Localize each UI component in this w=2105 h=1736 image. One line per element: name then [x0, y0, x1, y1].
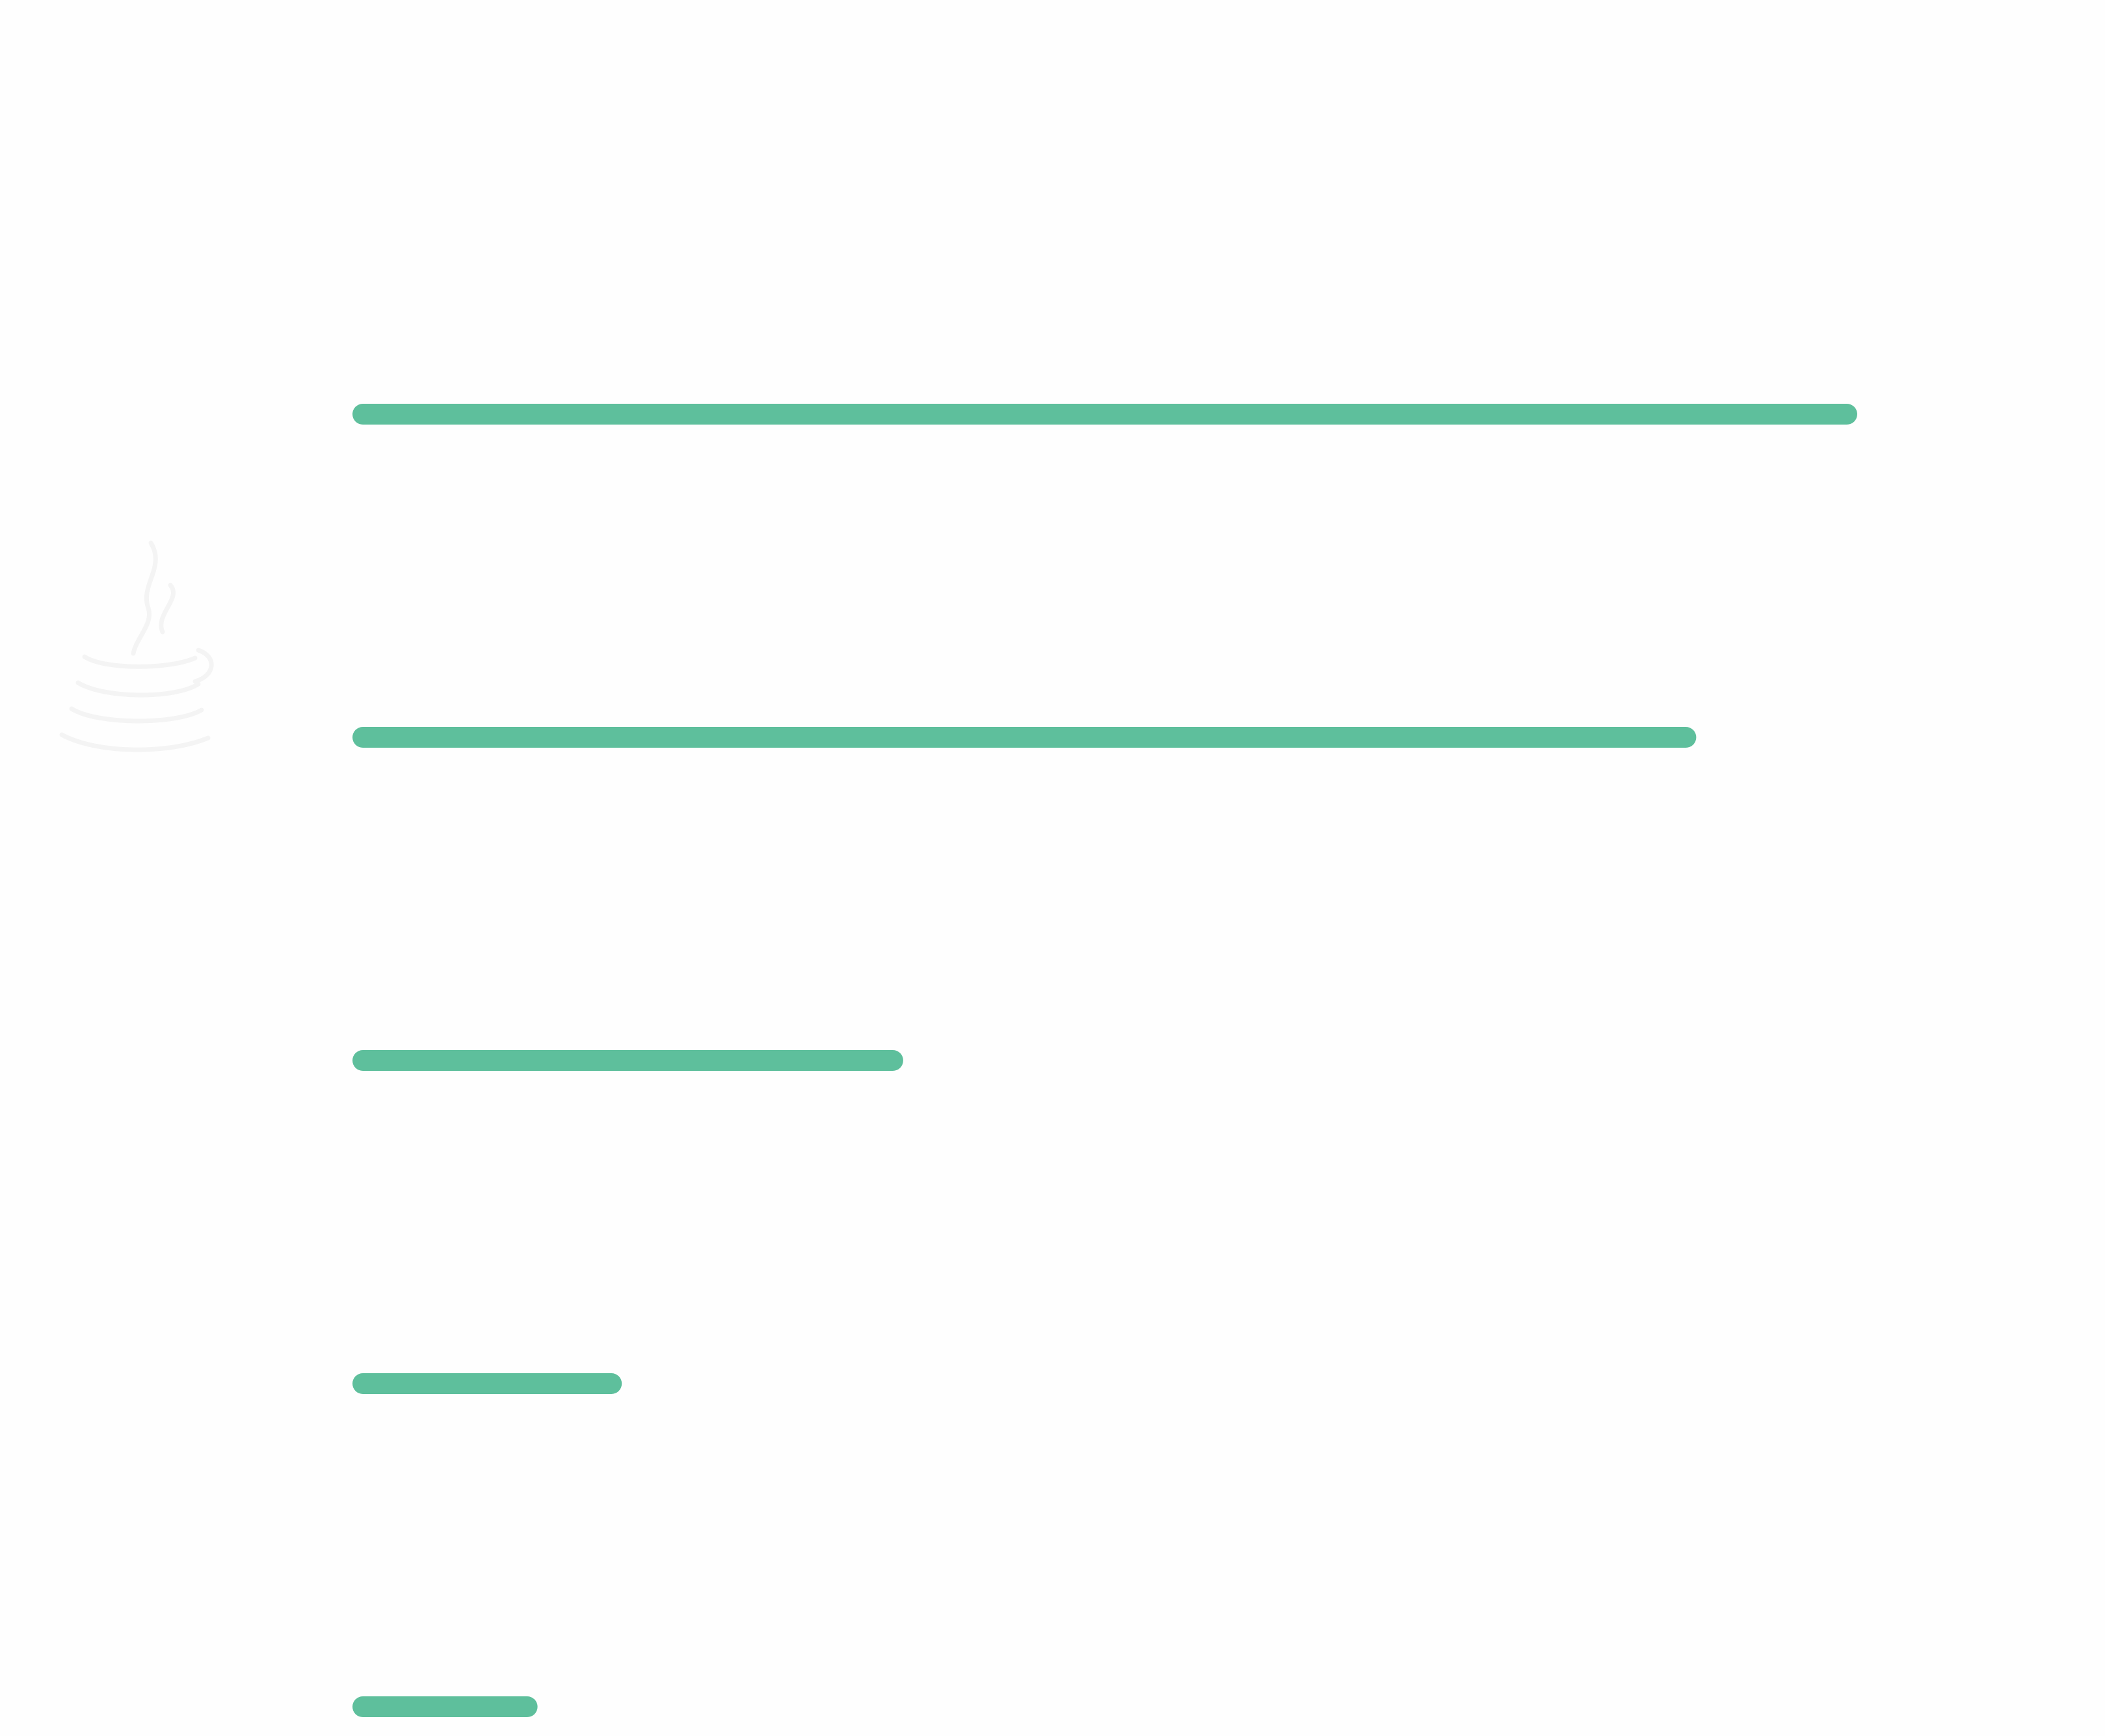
- bar-4: [352, 1373, 622, 1394]
- bar-5: [352, 1696, 538, 1717]
- bar-1: [352, 404, 1857, 425]
- bar-3: [352, 1050, 903, 1071]
- bar-2: [352, 727, 1697, 748]
- bar-series: [352, 404, 1857, 1717]
- java-logo-icon: [59, 540, 214, 752]
